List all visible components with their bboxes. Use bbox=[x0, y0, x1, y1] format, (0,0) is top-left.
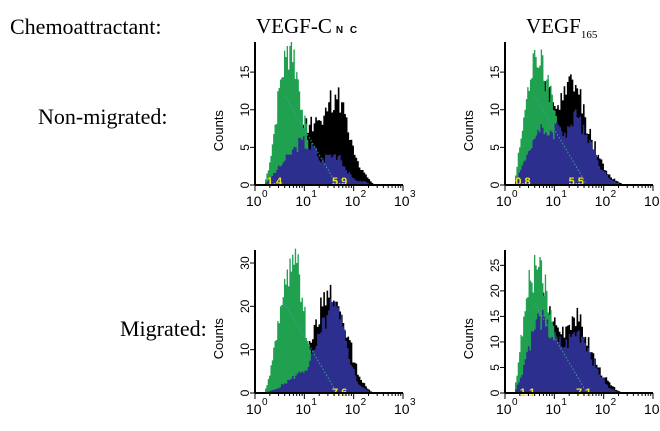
histogram-green-fill bbox=[263, 42, 336, 185]
y-tick-label: 0 bbox=[238, 181, 252, 188]
x-tick-exponent: 2 bbox=[361, 189, 367, 200]
percentage-annotation: 1.4 bbox=[267, 176, 283, 188]
histogram-migrated-vegf165: 1.17.11001011021030510152025Counts bbox=[461, 250, 660, 417]
x-tick-label: 10 bbox=[644, 401, 660, 417]
histogram-blue-fill bbox=[263, 299, 373, 393]
x-tick-label: 10 bbox=[295, 401, 311, 417]
x-tick-label: 10 bbox=[595, 193, 611, 209]
y-tick-label: 15 bbox=[488, 65, 502, 79]
column-header-vegf165: VEGF165 bbox=[526, 14, 597, 41]
y-axis-label: Counts bbox=[211, 318, 226, 360]
x-tick-exponent: 1 bbox=[311, 189, 317, 200]
y-tick-label: 0 bbox=[488, 181, 502, 188]
y-tick-label: 5 bbox=[488, 144, 502, 151]
x-tick-label: 10 bbox=[345, 193, 361, 209]
x-tick-label: 10 bbox=[345, 401, 361, 417]
y-tick-label: 10 bbox=[238, 343, 252, 357]
y-tick-label: 10 bbox=[488, 103, 502, 117]
x-tick-exponent: 0 bbox=[512, 189, 518, 200]
histogram-green-fill bbox=[263, 248, 336, 393]
histogram-non-migrated-vegf165: 0.85.5100101102103051015Counts bbox=[461, 42, 660, 209]
x-tick-exponent: 1 bbox=[311, 397, 317, 408]
gate-dotted-line bbox=[534, 95, 586, 183]
x-tick-exponent: 2 bbox=[611, 397, 617, 408]
column-header-vegf-c-sub: N C bbox=[335, 25, 360, 36]
y-tick-label: 25 bbox=[488, 258, 502, 272]
x-tick-label: 10 bbox=[295, 193, 311, 209]
gate-dotted-line bbox=[284, 303, 336, 391]
y-tick-label: 0 bbox=[488, 389, 502, 396]
y-tick-label: 0 bbox=[238, 389, 252, 396]
histogram-blue-fill bbox=[513, 109, 623, 185]
x-tick-exponent: 1 bbox=[561, 189, 567, 200]
histogram-blue-fill bbox=[513, 309, 623, 393]
y-axis-label: Counts bbox=[211, 110, 226, 152]
percentage-annotation: 5.5 bbox=[569, 176, 584, 188]
x-tick-exponent: 3 bbox=[410, 397, 416, 408]
x-tick-label: 10 bbox=[545, 401, 561, 417]
x-tick-exponent: 2 bbox=[611, 189, 617, 200]
x-tick-label: 10 bbox=[394, 193, 410, 209]
x-tick-exponent: 1 bbox=[561, 397, 567, 408]
x-tick-label: 10 bbox=[644, 193, 660, 209]
y-tick-label: 5 bbox=[238, 144, 252, 151]
x-tick-label: 10 bbox=[246, 401, 262, 417]
y-axis-label: Counts bbox=[461, 318, 476, 360]
x-tick-exponent: 0 bbox=[262, 189, 268, 200]
chemoattractant-label: Chemoattractant: bbox=[10, 14, 162, 39]
x-tick-exponent: 2 bbox=[361, 397, 367, 408]
gate-dotted-line bbox=[534, 303, 586, 391]
histogram-blue-fill bbox=[263, 136, 373, 185]
x-tick-label: 10 bbox=[496, 193, 512, 209]
x-tick-label: 10 bbox=[246, 193, 262, 209]
gate-dotted-line bbox=[284, 95, 336, 183]
y-axis-label: Counts bbox=[461, 110, 476, 152]
row-label-non-migrated: Non-migrated: bbox=[38, 104, 168, 129]
y-tick-label: 15 bbox=[488, 309, 502, 323]
x-tick-label: 10 bbox=[595, 401, 611, 417]
y-tick-label: 15 bbox=[238, 65, 252, 79]
column-header-vegf165-main: VEGF bbox=[526, 14, 581, 38]
row-label-migrated: Migrated: bbox=[120, 316, 207, 341]
column-header-vegf165-sub: 165 bbox=[580, 29, 598, 42]
column-header-vegf-c-main: VEGF-C bbox=[256, 14, 332, 38]
column-header-vegf-c: VEGF-C N C bbox=[256, 14, 359, 39]
x-tick-label: 10 bbox=[496, 401, 512, 417]
y-tick-label: 10 bbox=[488, 335, 502, 349]
y-tick-label: 30 bbox=[238, 256, 252, 270]
x-tick-exponent: 0 bbox=[262, 397, 268, 408]
y-tick-label: 20 bbox=[238, 299, 252, 313]
x-tick-exponent: 0 bbox=[512, 397, 518, 408]
x-tick-exponent: 3 bbox=[410, 189, 416, 200]
y-tick-label: 20 bbox=[488, 284, 502, 298]
y-tick-label: 5 bbox=[488, 364, 502, 371]
y-tick-label: 10 bbox=[238, 103, 252, 117]
x-tick-label: 10 bbox=[545, 193, 561, 209]
x-tick-label: 10 bbox=[394, 401, 410, 417]
